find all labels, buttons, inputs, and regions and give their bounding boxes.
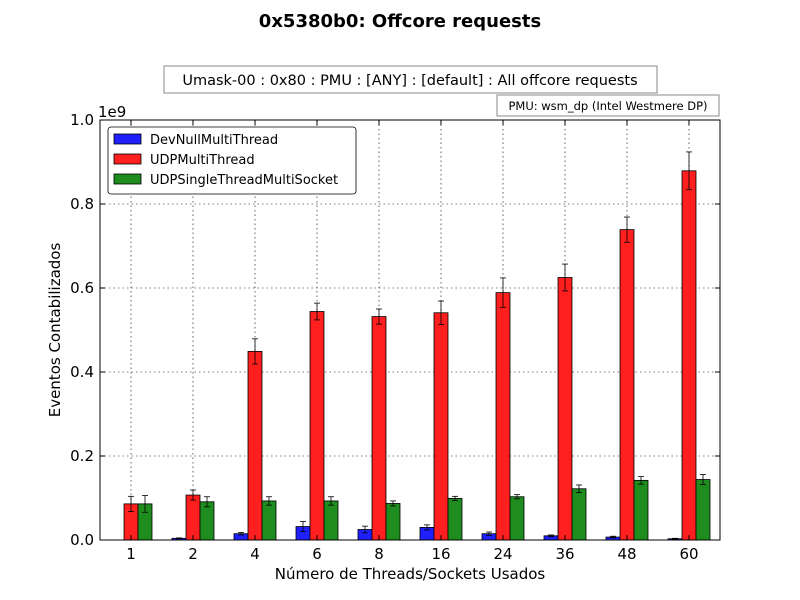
- bar-UDPMultiThread-24: [495, 292, 511, 541]
- x-tick-label: 24: [493, 545, 512, 563]
- bar-UDPSingleThreadMultiSocket-4: [261, 500, 277, 541]
- legend-box: [107, 126, 357, 195]
- bar-UDPMultiThread-60: [681, 170, 697, 541]
- x-tick-label: 1: [126, 545, 136, 563]
- x-tick-label: 48: [617, 545, 636, 563]
- legend-swatch: [113, 173, 142, 185]
- y-tick-label: 0.6: [70, 279, 94, 297]
- x-tick-label: 6: [312, 545, 322, 563]
- bar-UDPMultiThread-48: [619, 229, 635, 541]
- legend-label: UDPMultiThread: [150, 153, 255, 168]
- x-tick-label: 60: [679, 545, 698, 563]
- x-tick-label: 36: [555, 545, 574, 563]
- bar-UDPSingleThreadMultiSocket-48: [633, 479, 649, 541]
- pmu-annotation: PMU: wsm_dp (Intel Westmere DP): [508, 99, 707, 113]
- legend-label: DevNullMultiThread: [150, 133, 278, 148]
- x-tick-label: 8: [374, 545, 384, 563]
- y-tick-label: 1.0: [70, 111, 94, 129]
- y-axis-label: Eventos Contabilizados: [46, 243, 64, 418]
- y-tick-label: 0.2: [70, 447, 94, 465]
- legend-swatch: [113, 133, 142, 145]
- bar-UDPSingleThreadMultiSocket-60: [695, 479, 711, 541]
- bar-UDPSingleThreadMultiSocket-8: [385, 503, 401, 541]
- chart-subtitle: Umask-00 : 0x80 : PMU : [ANY] : [default…: [182, 73, 637, 89]
- bar-UDPSingleThreadMultiSocket-6: [323, 500, 339, 541]
- bar-UDPSingleThreadMultiSocket-36: [571, 488, 587, 541]
- axes-frame: [99, 119, 721, 541]
- legend: DevNullMultiThread UDPMultiThread UDPSingl…: [107, 126, 357, 195]
- y-tick-label: 0.8: [70, 195, 94, 213]
- y-tick-label: 0.4: [70, 363, 94, 381]
- x-tick-label: 2: [188, 545, 198, 563]
- bar-UDPMultiThread-4: [247, 351, 263, 541]
- bar-UDPSingleThreadMultiSocket-24: [509, 496, 525, 541]
- bar-UDPSingleThreadMultiSocket-2: [199, 501, 215, 541]
- pmu-annotation-box: PMU: wsm_dp (Intel Westmere DP): [496, 94, 720, 117]
- legend-swatch: [113, 153, 142, 165]
- subtitle-box: Umask-00 : 0x80 : PMU : [ANY] : [default…: [163, 65, 658, 94]
- legend-label: UDPSingleThreadMultiSocket: [150, 173, 338, 188]
- bar-UDPMultiThread-6: [309, 311, 325, 541]
- bar-UDPMultiThread-36: [557, 277, 573, 541]
- x-tick-label: 16: [431, 545, 450, 563]
- x-tick-label: 4: [250, 545, 260, 563]
- bar-UDPMultiThread-16: [433, 312, 449, 541]
- y-tick-label: 0.0: [70, 531, 94, 549]
- bar-UDPSingleThreadMultiSocket-16: [447, 498, 463, 541]
- plot-area: 0.00.20.40.60.81.01 2 4 6 8 16 24 36 48 60: [70, 111, 721, 563]
- bar-UDPMultiThread-2: [185, 494, 201, 541]
- chart-title: 0x5380b0: Offcore requests: [259, 11, 541, 32]
- y-scale-label: 1e9: [98, 103, 126, 121]
- x-axis-label: Número de Threads/Sockets Usados: [275, 565, 546, 583]
- bar-UDPMultiThread-8: [371, 316, 387, 541]
